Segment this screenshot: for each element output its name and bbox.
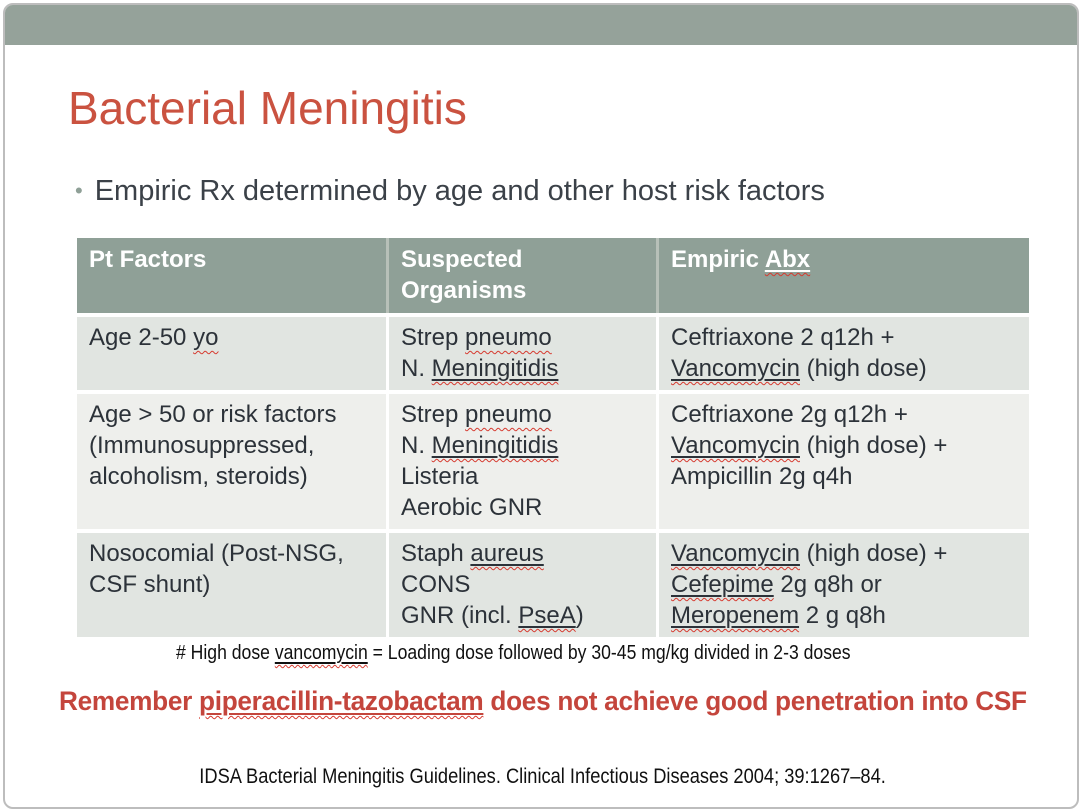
table-header-row: Pt Factors Suspected Organisms Empiric Ab… bbox=[77, 238, 1029, 313]
cell-abx-row2: Ceftriaxone 2g q12h + Vancomycin (high do… bbox=[656, 394, 1029, 529]
slide: Bacterial Meningitis • Empiric Rx determ… bbox=[3, 3, 1079, 809]
empiric-treatment-table: Pt Factors Suspected Organisms Empiric Ab… bbox=[77, 234, 1029, 641]
citation-text: IDSA Bacterial Meningitis Guidelines. Cl… bbox=[199, 765, 887, 788]
cell-abx-row3: Vancomycin (high dose) + Cefepime 2g q8h … bbox=[656, 533, 1029, 637]
cell-abx-row1: Ceftriaxone 2 q12h + Vancomycin (high dos… bbox=[656, 317, 1029, 390]
warning-text-content: Remember piperacillin-tazobactam does no… bbox=[59, 686, 1027, 716]
cell-pt-factors-row2: Age > 50 or risk factors (Immunosuppresse… bbox=[77, 394, 386, 529]
header-cell-suspected-organisms: Suspected Organisms bbox=[386, 238, 656, 313]
cell-organisms-row2: Strep pneumo N. Meningitidis Listeria Aerob… bbox=[386, 394, 656, 529]
table-row: Age > 50 or risk factors (Immunosuppresse… bbox=[77, 394, 1029, 529]
table-row: Age 2-50 yo Strep pneumo N. Meningitidis … bbox=[77, 317, 1029, 390]
cell-pt-factors-row3: Nosocomial (Post-NSG, CSF shunt) bbox=[77, 533, 386, 637]
header-cell-pt-factors: Pt Factors bbox=[77, 238, 386, 313]
header-cell-empiric-abx: Empiric Abx bbox=[656, 238, 1029, 313]
table-row: Nosocomial (Post-NSG, CSF shunt) Staph au… bbox=[77, 533, 1029, 637]
slide-title: Bacterial Meningitis bbox=[68, 82, 467, 134]
empiric-treatment-table-wrap: Pt Factors Suspected Organisms Empiric Ab… bbox=[77, 234, 1035, 641]
high-dose-footnote: # High dose vancomycin = Loading dose fo… bbox=[5, 642, 1021, 665]
cell-organisms-row1: Strep pneumo N. Meningitidis bbox=[386, 317, 656, 390]
citation: IDSA Bacterial Meningitis Guidelines. Cl… bbox=[5, 765, 1077, 789]
bullet-item: • Empiric Rx determined by age and other… bbox=[75, 175, 1035, 208]
warning-text: Remember piperacillin-tazobactam does no… bbox=[5, 686, 1077, 717]
high-dose-footnote-text: # High dose vancomycin = Loading dose fo… bbox=[175, 642, 851, 664]
bullet-icon: • bbox=[75, 178, 83, 203]
top-accent-band bbox=[5, 5, 1077, 45]
bullet-text: Empiric Rx determined by age and other h… bbox=[94, 175, 825, 207]
cell-pt-factors-row1: Age 2-50 yo bbox=[77, 317, 386, 390]
cell-organisms-row3: Staph aureus CONS GNR (incl. PseA) bbox=[386, 533, 656, 637]
